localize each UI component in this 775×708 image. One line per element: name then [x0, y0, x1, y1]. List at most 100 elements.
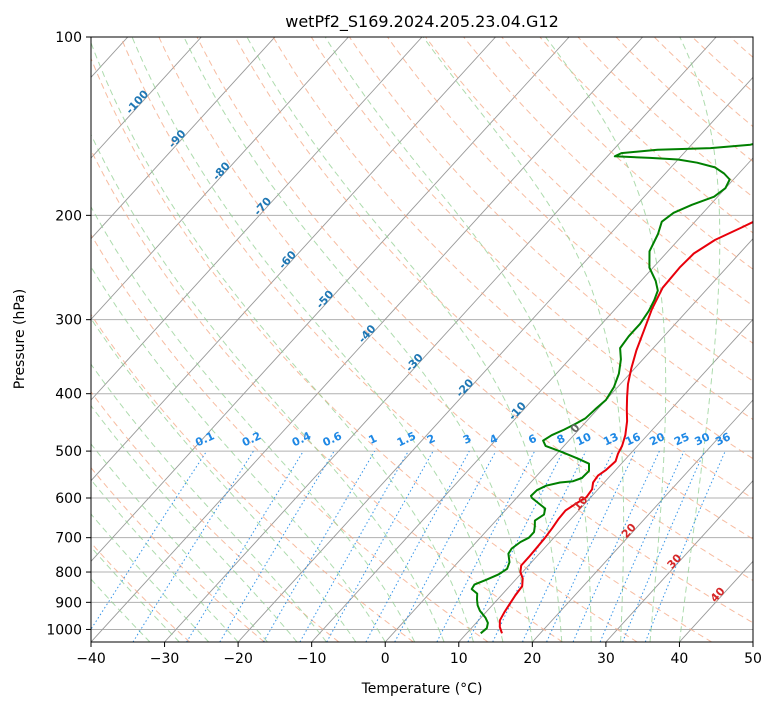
moist-adiabat: [183, 37, 533, 642]
x-tick-label: 20: [523, 651, 541, 667]
isotherm: [91, 37, 423, 401]
mixing-ratio-label: 0.1: [193, 429, 216, 449]
isotherm: [91, 37, 496, 482]
moist-adiabat: [131, 37, 504, 642]
dry-adiabat: [577, 37, 753, 198]
mixing-ratio-line: [572, 450, 660, 642]
moist-adiabat: [91, 317, 357, 642]
mixing-ratio-line: [492, 450, 587, 642]
x-tick-label: −10: [297, 651, 327, 667]
x-axis-label: Temperature (°C): [361, 681, 483, 697]
isotherm: [91, 37, 349, 321]
moist-adiabat: [422, 37, 625, 642]
y-tick-label: 800: [55, 565, 82, 581]
x-tick-label: 10: [450, 651, 468, 667]
moist-adiabat: [91, 133, 445, 642]
mixing-ratio-line: [394, 450, 497, 642]
y-tick-label: 100: [55, 30, 82, 46]
background-lines: [91, 37, 753, 642]
isotherm: [237, 76, 753, 642]
dry-adiabat: [91, 466, 265, 642]
moist-adiabat: [91, 265, 386, 642]
mixing-ratio-label: 36: [713, 430, 733, 448]
dry-adiabat: [691, 37, 753, 93]
mixing-ratio-line: [622, 450, 705, 642]
mixing-ratio-label: 25: [672, 430, 691, 448]
isotherm: [91, 37, 570, 563]
dry-adiabat: [234, 37, 753, 540]
isotherm: [91, 37, 643, 642]
mixing-ratio-label: 0.6: [321, 429, 344, 449]
moist-adiabat-label: -90: [166, 127, 189, 151]
dry-adiabat: [424, 37, 753, 344]
dry-adiabat: [386, 37, 753, 382]
line-labels: 0.1 0.2 0.4 0.6 1 1.5 2 3 4 6 8 10 13 16 20 25 30 36-100-…: [123, 87, 733, 605]
isotherm: [91, 37, 202, 159]
dry-adiabat: [158, 37, 753, 624]
moist-adiabat: [91, 404, 298, 642]
dry-adiabat: [463, 37, 753, 307]
moist-adiabat: [324, 37, 592, 642]
y-tick-label: 600: [55, 491, 82, 507]
x-tick-label: 30: [597, 651, 615, 667]
mixing-ratio-label: 2: [425, 432, 437, 447]
dry-adiabat: [120, 37, 713, 642]
dry-adiabat-label: 40: [708, 585, 728, 605]
mixing-ratio-line: [467, 450, 564, 642]
isotherm: [532, 399, 753, 642]
moist-adiabat: [91, 443, 268, 642]
mixing-ratio-label: 6: [526, 432, 539, 447]
y-axis-label: Pressure (hPa): [12, 289, 28, 389]
isotherm: [91, 37, 276, 240]
y-tick-label: 300: [55, 313, 82, 329]
isotherm: [164, 37, 717, 642]
x-tick-label: 0: [381, 651, 390, 667]
mixing-ratio-line: [263, 450, 376, 642]
isotherm: [752, 641, 753, 642]
plot-frame: [90, 36, 754, 643]
moist-adiabat-label: -50: [313, 288, 336, 312]
isotherm: [605, 479, 753, 642]
mixing-ratio-line: [599, 450, 685, 642]
dry-adiabat: [91, 542, 191, 642]
mixing-ratio-line: [326, 450, 434, 642]
dry-adiabat: [91, 149, 563, 642]
dry-adiabat: [348, 37, 753, 421]
dewpoint-line: [470, 143, 753, 635]
mixing-ratio-line: [546, 450, 636, 642]
moist-adiabat-label: -70: [251, 194, 274, 218]
moist-adiabat-label: -80: [210, 159, 233, 183]
dry-adiabat: [91, 57, 638, 642]
mixing-ratio-label: 30: [693, 430, 713, 448]
isotherm: [458, 318, 753, 642]
moist-adiabat: [91, 205, 416, 642]
x-tick-label: 40: [671, 651, 689, 667]
mixing-ratio-label: 1.5: [395, 429, 418, 449]
moist-adiabat-label: -30: [403, 351, 426, 375]
series-layer: [470, 143, 753, 635]
dry-adiabat: [729, 37, 753, 58]
mixing-ratio-label: 16: [623, 430, 643, 448]
mixing-ratio-line: [91, 450, 208, 631]
moist-adiabat-label: -100: [123, 87, 151, 116]
mixing-ratio-line: [644, 450, 726, 642]
moist-adiabat: [91, 41, 474, 642]
moist-adiabat-label: -40: [356, 322, 379, 346]
mixing-ratio-line: [186, 450, 304, 642]
y-tick-label: 700: [55, 531, 82, 547]
chart-title: wetPf2_S169.2024.205.23.04.G12: [285, 12, 559, 32]
moist-adiabat: [246, 37, 563, 642]
mixing-ratio-label: 0.2: [240, 429, 263, 449]
mixing-ratio-label: 20: [647, 430, 667, 448]
axes: −40 −30 −20 −10 0 10 20 30 40 5010020030040050060…: [46, 30, 762, 667]
moist-adiabat: [678, 37, 721, 642]
moist-adiabat-label: -20: [453, 376, 476, 400]
x-tick-label: −40: [76, 651, 106, 667]
mixing-ratio-line: [219, 450, 335, 642]
x-tick-label: 50: [744, 651, 762, 667]
y-tick-label: 500: [55, 444, 82, 460]
mixing-ratio-label: 13: [601, 430, 620, 448]
x-tick-label: −20: [223, 651, 253, 667]
moist-adiabat: [91, 363, 327, 642]
mixing-ratio-label: 4: [488, 432, 501, 447]
